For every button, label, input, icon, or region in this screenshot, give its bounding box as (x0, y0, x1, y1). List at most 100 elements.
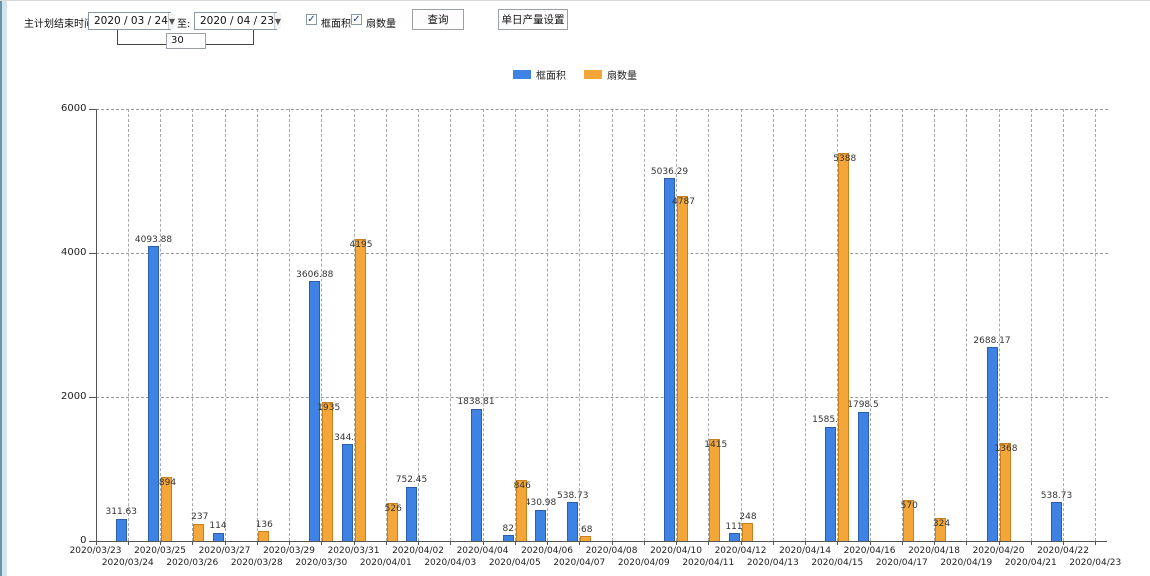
legend-item-1: 扇数量 (584, 67, 637, 82)
bar-frame-area (309, 281, 321, 541)
bar-value-label: 1368 (994, 443, 1018, 454)
x-axis-tick (224, 541, 226, 545)
x-axis-tick (353, 541, 355, 545)
legend-label: 扇数量 (607, 70, 637, 82)
bar-value-label: 248 (739, 511, 757, 522)
vertical-gridline (514, 109, 516, 541)
span-days-input[interactable]: 30 (166, 33, 206, 49)
vertical-gridline (708, 109, 710, 541)
bar-value-label: 752.45 (395, 475, 428, 486)
x-axis-date-label: 2020/04/16 (843, 546, 896, 556)
bar-value-label: 1415 (704, 440, 728, 451)
vertical-gridline (837, 109, 839, 541)
bar-value-label: 68 (581, 524, 593, 535)
bar-frame-area (470, 408, 482, 541)
vertical-gridline (289, 109, 290, 541)
bar-value-label: 1798.5 (847, 400, 879, 410)
y-axis-tick (88, 541, 96, 542)
x-axis-tick (966, 541, 968, 545)
x-axis-tick (869, 541, 871, 545)
fan-count-checkbox-label: 扇数量 (366, 19, 396, 30)
vertical-gridline (772, 109, 774, 541)
x-axis-date-label: 2020/04/07 (553, 558, 606, 568)
x-axis-tick (740, 541, 742, 545)
vertical-gridline (385, 109, 387, 541)
x-axis-date-label: 2020/03/31 (327, 546, 380, 556)
fan-count-checkbox[interactable]: ✓ (351, 14, 362, 25)
y-axis-label: 6000 (61, 103, 87, 114)
x-axis-date-label: 2020/04/10 (650, 546, 702, 556)
x-axis-tick (289, 541, 290, 545)
x-axis-date-label: 2020/04/17 (875, 558, 928, 568)
x-axis-date-label: 2020/03/28 (230, 558, 283, 568)
x-axis-tick (998, 541, 1000, 545)
bar-fan-count (161, 476, 172, 541)
bar-value-label: 4195 (349, 239, 373, 250)
date-from-picker[interactable]: 2020 / 03 / 24 ▼ (88, 12, 176, 30)
x-axis-date-label: 2020/04/19 (940, 558, 993, 568)
x-axis-date-label: 2020/03/27 (198, 546, 251, 556)
daily-output-settings-button[interactable]: 单日产量设置 (498, 9, 568, 30)
y-axis-label: 4000 (61, 247, 87, 258)
x-axis-date-label: 2020/04/08 (585, 546, 638, 556)
y-axis-tick (88, 397, 96, 398)
vertical-gridline (224, 109, 226, 541)
bar-value-label: 3606.88 (296, 269, 334, 280)
x-axis-date-label: 2020/04/04 (456, 546, 509, 556)
x-axis-tick (643, 541, 645, 545)
bar-value-label: 111 (725, 521, 743, 532)
frame-area-checkbox[interactable]: ✓ (306, 14, 317, 25)
window-edge-dark (0, 1, 2, 576)
x-axis-tick (547, 541, 548, 545)
y-axis-tick (88, 253, 96, 254)
bar-value-label: 526 (384, 504, 402, 515)
legend-swatch (513, 69, 531, 79)
bar-value-label: 5036.29 (650, 166, 689, 177)
x-axis-date-label: 2020/04/06 (521, 546, 573, 556)
x-axis-tick (1095, 541, 1097, 545)
x-axis-tick (805, 541, 806, 545)
x-axis-date-label: 2020/03/29 (263, 546, 315, 556)
vertical-gridline (966, 109, 968, 541)
x-axis-tick (1030, 541, 1032, 545)
x-axis-tick (385, 541, 387, 545)
vertical-gridline (192, 109, 194, 541)
date-span-connector (253, 30, 254, 45)
x-axis-date-label: 2020/03/23 (69, 546, 122, 556)
bar-value-label: 5388 (833, 154, 857, 165)
vertical-gridline (869, 109, 871, 541)
bar-value-label: 4787 (672, 197, 695, 208)
bar-frame-area (664, 178, 675, 541)
x-axis-tick (934, 541, 935, 545)
bar-value-label: 82 (502, 523, 514, 534)
vertical-gridline (901, 109, 903, 541)
x-axis-date-label: 2020/04/18 (908, 546, 960, 556)
dropdown-arrow-icon[interactable]: ▼ (167, 13, 176, 29)
vertical-gridline (998, 109, 1000, 541)
x-axis-date-label: 2020/03/25 (134, 546, 186, 556)
x-axis-tick (321, 541, 323, 545)
bar-value-label: 1935 (317, 402, 341, 413)
query-button[interactable]: 查询 (412, 9, 464, 30)
x-axis-date-label: 2020/04/11 (682, 558, 735, 568)
bar-fan-count (386, 503, 398, 541)
bar-value-label: 570 (900, 500, 918, 511)
vertical-gridline (1095, 109, 1097, 541)
x-axis-tick (95, 541, 97, 545)
x-axis-date-label: 2020/04/02 (392, 546, 444, 556)
window-edge-light (2, 1, 7, 576)
vertical-gridline (353, 109, 355, 541)
bar-value-label: 538.73 (557, 490, 589, 501)
dropdown-arrow-icon[interactable]: ▼ (273, 13, 282, 29)
x-axis-date-label: 2020/03/24 (101, 558, 154, 568)
x-axis-date-label: 2020/04/09 (617, 558, 670, 568)
bar-frame-area (502, 535, 514, 541)
bar-value-label: 324 (932, 518, 951, 529)
vertical-gridline (482, 109, 484, 541)
vertical-gridline (1063, 109, 1064, 541)
x-axis-date-label: 2020/04/12 (714, 546, 767, 556)
bar-fan-count (709, 439, 721, 541)
date-to-picker[interactable]: 2020 / 04 / 23 ▼ (194, 12, 282, 30)
x-axis-tick (901, 541, 903, 545)
bar-fan-count (838, 153, 850, 541)
